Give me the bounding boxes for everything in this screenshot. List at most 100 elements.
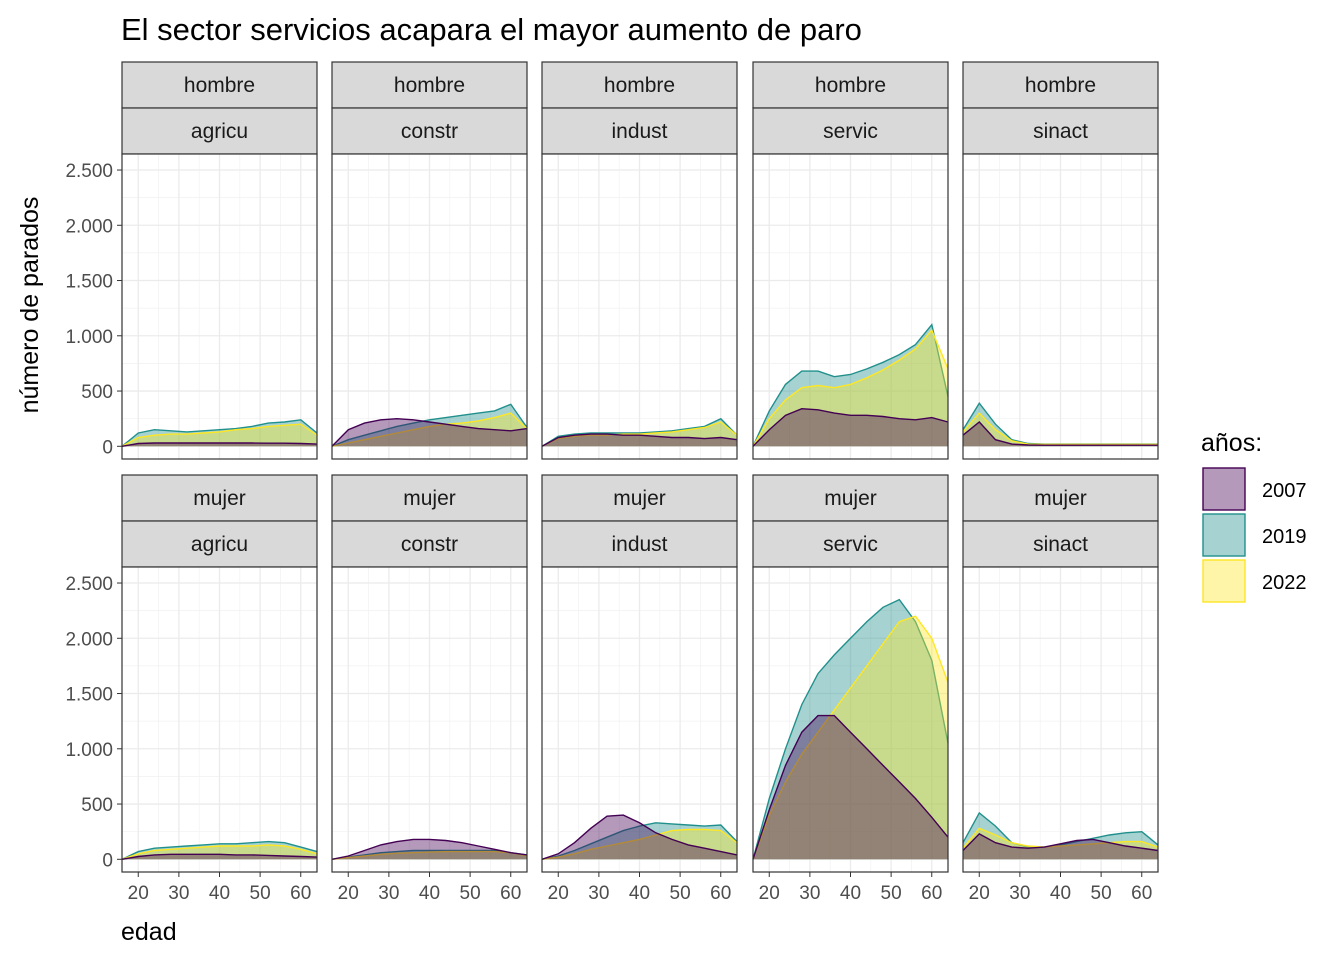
y-tick-label: 1.500: [65, 272, 113, 293]
panel-border: [121, 153, 318, 460]
area-line-2007: [541, 814, 738, 860]
x-tick-label: 30: [588, 883, 609, 904]
legend: años: 2007 2019 2022: [1201, 429, 1307, 603]
area-2022: [753, 616, 948, 860]
facet-strip-label: indust: [611, 533, 667, 556]
area-2007: [542, 434, 737, 447]
facet-strip-label: mujer: [824, 487, 877, 510]
panel-hombre-constr: hombre constr: [331, 61, 528, 460]
x-tick-label: 30: [799, 883, 820, 904]
legend-key-2022: [1202, 559, 1246, 603]
legend-key-2007: [1202, 467, 1246, 511]
area-line-2019: [752, 598, 949, 860]
facet-strip-label: sinact: [1033, 533, 1088, 556]
y-tick-label: 1.000: [65, 327, 113, 348]
y-tick-label: 2.500: [65, 161, 113, 182]
facet-strip-label: hombre: [184, 74, 255, 97]
area-line-2022: [541, 421, 738, 447]
x-tick-label: 50: [460, 883, 481, 904]
panels-layer: hombreagricu05001.0001.5002.0002.500homb…: [65, 61, 1159, 904]
facet-strip: [121, 107, 318, 155]
area-line-2019: [121, 840, 318, 860]
x-tick-label: 30: [168, 883, 189, 904]
facet-strip: [541, 520, 738, 568]
area-2007: [753, 715, 948, 860]
panel-border: [331, 153, 528, 460]
y-axis-title: número de parados: [16, 197, 44, 414]
area-line-2019: [962, 811, 1159, 848]
facet-strip: [121, 474, 318, 522]
x-tick-label: 20: [969, 883, 990, 904]
panel-hombre-sinact: hombre sinact: [962, 61, 1159, 460]
area-2007: [332, 839, 527, 860]
x-tick-label: 30: [378, 883, 399, 904]
x-tick-label: 60: [290, 883, 311, 904]
facet-strip-label: hombre: [604, 74, 675, 97]
facet-strip-label: hombre: [815, 74, 886, 97]
facet-strip: [331, 520, 528, 568]
panel-mujer-indust: mujer indust 20 30 40 50 60: [541, 474, 738, 904]
area-2022: [542, 829, 737, 860]
panel-border: [752, 153, 949, 460]
y-tick-label: 0: [102, 437, 113, 458]
panel-mujer-sinact: mujer sinact 20 30 40 50 60: [962, 474, 1159, 904]
x-tick-label: 40: [209, 883, 230, 904]
area-line-2022: [121, 844, 318, 860]
facet-strip: [752, 520, 949, 568]
area-line-2007: [331, 417, 528, 447]
panel-border: [962, 153, 1159, 460]
x-tick-label: 20: [548, 883, 569, 904]
x-tick-label: 50: [250, 883, 271, 904]
facet-strip: [331, 474, 528, 522]
panel-hombre-indust: hombre indust: [541, 61, 738, 460]
panel-hombre-agricu: hombre agricu 0 500 1.000 1.500 2.000 2.500: [65, 61, 318, 460]
area-line-2007: [752, 407, 949, 447]
area-line-2007: [541, 433, 738, 447]
area-line-2019: [752, 323, 949, 447]
legend-label-2007: 2007: [1262, 480, 1307, 502]
facet-strip-label: agricu: [191, 533, 248, 556]
area-2019: [542, 822, 737, 860]
area-2007: [332, 418, 527, 447]
facet-strip-label: mujer: [1034, 487, 1087, 510]
area-line-2022: [752, 328, 949, 447]
area-line-2019: [541, 417, 738, 447]
area-2022: [753, 330, 948, 447]
area-line-2022: [331, 412, 528, 447]
facet-strip-label: servic: [823, 120, 878, 143]
area-2019: [753, 599, 948, 860]
chart-title: El sector servicios acapara el mayor aum…: [121, 12, 862, 47]
area-2019: [332, 850, 527, 860]
facet-strip: [752, 474, 949, 522]
x-tick-label: 50: [670, 883, 691, 904]
facet-strip: [121, 61, 318, 109]
legend-title: años:: [1201, 429, 1262, 457]
y-tick-label: 0: [102, 850, 113, 871]
y-tick-label: 2.000: [65, 216, 113, 237]
area-2007: [753, 408, 948, 447]
facet-strip-label: agricu: [191, 120, 248, 143]
area-line-2007: [331, 838, 528, 860]
x-tick-label: 60: [500, 883, 521, 904]
facet-strip-label: mujer: [613, 487, 666, 510]
area-line-2019: [331, 849, 528, 860]
y-tick-label: 500: [81, 382, 113, 403]
legend-label-2019: 2019: [1262, 526, 1307, 548]
area-2022: [332, 851, 527, 860]
facet-strip: [752, 61, 949, 109]
facet-strip-label: hombre: [1025, 74, 1096, 97]
x-tick-label: 40: [840, 883, 861, 904]
area-line-2019: [541, 822, 738, 860]
panel-border: [541, 153, 738, 460]
y-tick-label: 2.000: [65, 629, 113, 650]
x-tick-label: 40: [629, 883, 650, 904]
area-line-2007: [962, 833, 1159, 852]
area-line-2022: [121, 423, 318, 447]
facet-strip: [962, 520, 1159, 568]
area-line-2022: [962, 412, 1158, 445]
x-tick-label: 20: [759, 883, 780, 904]
area-line-2007: [121, 442, 318, 447]
facet-strip: [121, 520, 318, 568]
panel-hombre-servic: hombre servic: [752, 61, 949, 460]
